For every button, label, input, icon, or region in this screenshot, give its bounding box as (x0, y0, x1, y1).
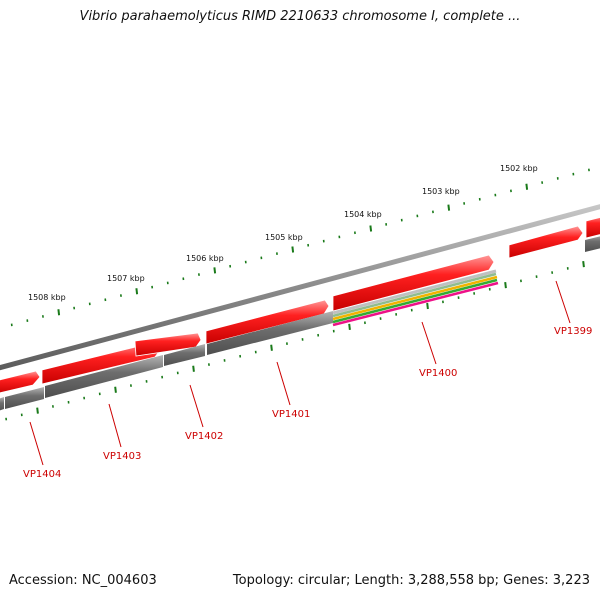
ruler-major-tick (582, 260, 585, 268)
gene-leader-line (29, 421, 44, 466)
gene-label-vp1399[interactable]: VP1399 (554, 326, 592, 337)
gene-arrow-next[interactable] (585, 215, 600, 239)
ruler-major-tick (447, 204, 451, 211)
gene-leader-line (555, 280, 571, 324)
gene-arrow-vp1402[interactable] (134, 332, 202, 357)
kbp-label: 1505 kbp (265, 233, 303, 242)
gene-label-vp1400[interactable]: VP1400 (419, 368, 457, 379)
gene-label-vp1402[interactable]: VP1402 (185, 431, 223, 442)
gene-arrow-vp1401[interactable] (205, 299, 330, 345)
ruler-major-tick (270, 344, 273, 351)
gene-leader-line (189, 384, 204, 428)
gene-arrow-vp1400[interactable] (332, 254, 495, 312)
ruler-inner (5, 260, 585, 421)
ruler-outer (10, 168, 590, 327)
kbp-label: 1503 kbp (422, 187, 460, 196)
annotation-stripes (332, 269, 499, 327)
gene-label-vp1403[interactable]: VP1403 (103, 451, 141, 462)
ruler-labels: 1502 kbp 1503 kbp 1504 kbp 1505 kbp 1506… (28, 164, 538, 302)
kbp-label: 1507 kbp (107, 274, 145, 283)
gene-arrow-vp1404[interactable] (0, 370, 41, 394)
genome-summary-text: Topology: circular; Length: 3,288,558 bp… (232, 573, 590, 588)
grey-feature-track (0, 236, 600, 411)
accession-text: Accession: NC_004603 (9, 573, 157, 588)
kbp-label: 1508 kbp (28, 293, 66, 302)
gene-leader-line (421, 321, 437, 365)
ruler-major-tick (135, 288, 139, 295)
ruler-major-tick (369, 225, 373, 232)
ruler-major-tick (213, 267, 217, 274)
gene-arrow-vp1399[interactable] (508, 225, 584, 259)
ruler-major-tick (291, 246, 295, 253)
gene-leader-line (108, 403, 122, 448)
gene-label-vp1401[interactable]: VP1401 (272, 409, 310, 420)
ruler-major-tick (114, 386, 117, 393)
ruler-major-tick (426, 302, 429, 310)
gene-leader-line (276, 361, 291, 406)
gene-leader-lines (29, 280, 571, 466)
ruler-major-tick (36, 407, 39, 414)
ruler-major-tick (525, 183, 529, 190)
gene-label-vp1404[interactable]: VP1404 (23, 469, 61, 480)
backbone-line (0, 204, 600, 371)
kbp-label: 1506 kbp (186, 254, 224, 263)
map-title: Vibrio parahaemolyticus RIMD 2210633 chr… (79, 9, 521, 24)
forward-genes (0, 215, 600, 394)
ruler-major-tick (348, 323, 351, 331)
gene-labels: VP1399 VP1400 VP1401 VP1402 VP1403 VP140… (23, 326, 592, 480)
kbp-label: 1504 kbp (344, 210, 382, 219)
ruler-major-tick (57, 309, 61, 316)
ruler-major-tick (504, 281, 507, 289)
ruler-major-tick (192, 365, 195, 372)
kbp-label: 1502 kbp (500, 164, 538, 173)
